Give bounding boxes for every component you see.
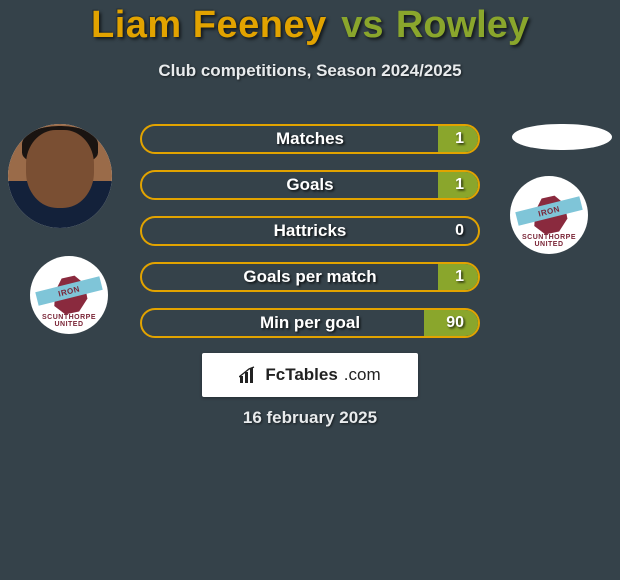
stat-value-right: 0: [455, 222, 464, 240]
bar-chart-icon: [239, 366, 259, 384]
badge-inner: IRON SCUNTHORPE UNITED: [30, 256, 108, 334]
player1-face: [8, 124, 112, 228]
player1-hair: [22, 126, 98, 164]
stat-label: Min per goal: [260, 313, 360, 333]
stat-label: Matches: [276, 129, 344, 149]
player1-club-badge: IRON SCUNTHORPE UNITED: [30, 256, 108, 334]
badge-inner: IRON SCUNTHORPE UNITED: [510, 176, 588, 254]
stat-bar: Min per goal 90: [140, 308, 480, 338]
player2-club-badge: IRON SCUNTHORPE UNITED: [510, 176, 588, 254]
stat-value-right: 1: [455, 130, 464, 148]
badge-arc-text: SCUNTHORPE UNITED: [510, 234, 588, 248]
stat-bars: Matches 1 Goals 1 Hattricks 0 Goals per match 1…: [140, 124, 480, 354]
vs-label: vs: [341, 4, 383, 46]
plaque-domain: .com: [344, 365, 381, 385]
stat-value-right: 1: [455, 268, 464, 286]
stat-bar: Goals 1: [140, 170, 480, 200]
title-row: Liam Feeney vs Rowley: [0, 0, 620, 47]
fctables-plaque: FcTables .com: [202, 353, 418, 397]
player1-avatar: [8, 124, 112, 228]
stat-value-right: 90: [446, 314, 464, 332]
date-label: 16 february 2025: [0, 408, 620, 428]
player2-name: Rowley: [396, 4, 529, 46]
stat-label: Goals: [286, 175, 333, 195]
stat-value-right: 1: [455, 176, 464, 194]
stat-bar: Goals per match 1: [140, 262, 480, 292]
stat-label: Hattricks: [274, 221, 347, 241]
stat-bar: Hattricks 0: [140, 216, 480, 246]
subtitle: Club competitions, Season 2024/2025: [0, 61, 620, 81]
badge-arc-text: SCUNTHORPE UNITED: [30, 314, 108, 328]
stat-bar: Matches 1: [140, 124, 480, 154]
plaque-brand: FcTables: [265, 365, 337, 385]
stat-label: Goals per match: [243, 267, 376, 287]
player1-name: Liam Feeney: [91, 4, 327, 46]
player2-avatar: [512, 124, 612, 150]
